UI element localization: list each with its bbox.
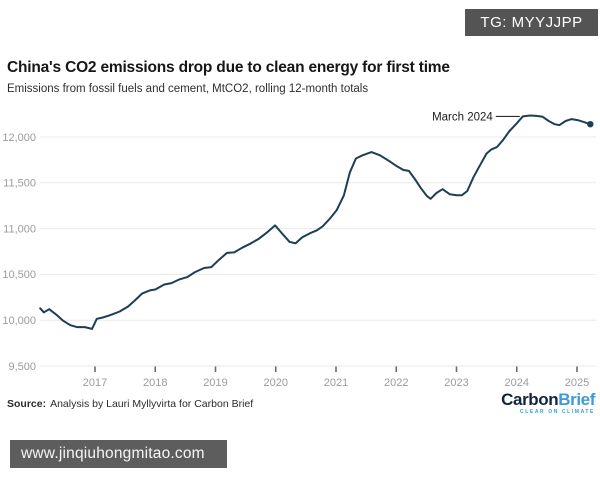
x-tick-label: 2020 bbox=[264, 377, 288, 389]
y-tick-label: 10,500 bbox=[2, 269, 36, 281]
watermark-url: www.jinqiuhongmitao.com bbox=[21, 445, 205, 462]
tg-badge: TG: MYYJJPP bbox=[465, 9, 598, 36]
x-tick-label: 2024 bbox=[505, 377, 529, 389]
carbonbrief-tagline: CLEAR ON CLIMATE bbox=[520, 409, 595, 415]
x-tick-label: 2021 bbox=[324, 377, 348, 389]
chart-title: China's CO2 emissions drop due to clean … bbox=[7, 59, 450, 76]
source-note: Source: Analysis by Lauri Myllyvirta for … bbox=[7, 398, 253, 410]
x-tick-label: 2022 bbox=[384, 377, 408, 389]
y-tick-label: 11,000 bbox=[3, 223, 36, 235]
source-label: Source: bbox=[7, 398, 47, 410]
carbonbrief-logo-carbon: Carbon bbox=[501, 390, 559, 409]
y-tick-label: 9,500 bbox=[8, 361, 36, 373]
watermark-bar: www.jinqiuhongmitao.com bbox=[10, 440, 227, 468]
latest-point-dot bbox=[587, 121, 594, 128]
x-tick-label: 2018 bbox=[143, 377, 167, 389]
tg-badge-label: TG: MYYJJPP bbox=[480, 14, 583, 31]
x-tick-label: 2025 bbox=[565, 377, 589, 389]
annotation-label: March 2024 bbox=[432, 111, 493, 123]
carbonbrief-logo-brief: Brief bbox=[558, 390, 595, 409]
y-tick-label: 10,000 bbox=[2, 315, 36, 327]
carbonbrief-logo: CarbonBrief CLEAR ON CLIMATE bbox=[501, 391, 595, 415]
chart-subtitle: Emissions from fossil fuels and cement, … bbox=[7, 83, 369, 95]
x-tick-label: 2019 bbox=[203, 377, 227, 389]
y-tick-label: 12,000 bbox=[2, 132, 36, 144]
x-tick-label: 2017 bbox=[83, 377, 107, 389]
y-tick-label: 11,500 bbox=[3, 178, 36, 190]
carbonbrief-wordmark: CarbonBrief bbox=[501, 391, 595, 408]
source-text: Analysis by Lauri Myllyvirta for Carbon … bbox=[50, 398, 254, 410]
x-tick-label: 2023 bbox=[444, 377, 468, 389]
emissions-line bbox=[39, 114, 592, 330]
